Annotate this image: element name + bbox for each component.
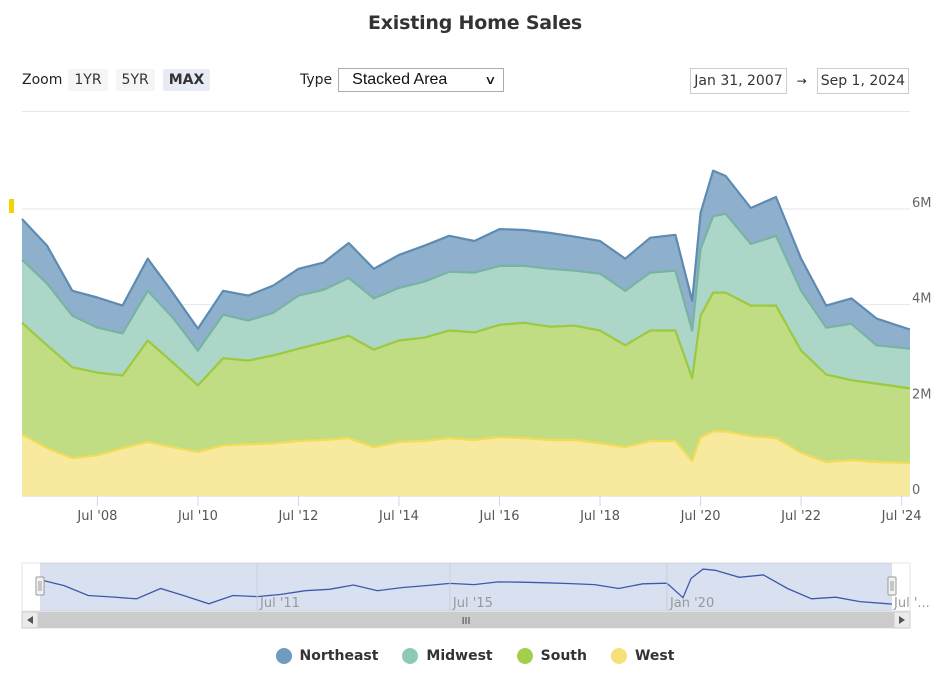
navigator-series-line xyxy=(39,568,893,605)
range-from-input[interactable]: Jan 31, 2007 xyxy=(690,68,787,94)
legend-label: West xyxy=(634,648,675,664)
y-tick-label: 4M xyxy=(912,292,932,307)
scrollbar-grip-icon: III xyxy=(462,616,471,627)
zoom-1yr-button[interactable]: 1YR xyxy=(68,69,108,91)
type-label: Type xyxy=(300,72,333,88)
navigator-left-handle[interactable] xyxy=(35,576,45,596)
date-range: Jan 31, 2007 → Sep 1, 2024 xyxy=(690,68,909,94)
navigator-tick-label: Jul '... xyxy=(893,596,930,611)
legend-item-west[interactable]: West xyxy=(610,648,675,664)
navigator-tick-label: Jul '15 xyxy=(452,596,493,611)
x-tick-label: Jul '16 xyxy=(479,509,520,524)
y-tick-label: 6M xyxy=(912,196,932,211)
legend-dot-northeast xyxy=(275,648,292,664)
scrollbar-thumb[interactable] xyxy=(38,612,894,628)
zoom-label: Zoom xyxy=(22,72,63,88)
x-axis: Jul '08 Jul '10 Jul '12 Jul '14 Jul '16 Jul '… xyxy=(76,496,922,524)
line-northeast xyxy=(21,169,911,331)
navigator: Jul '11 Jul '15 Jan '20 Jul '... III xyxy=(21,562,930,629)
legend-dot-midwest xyxy=(402,648,419,664)
line-midwest xyxy=(21,212,911,352)
legend-label: Northeast xyxy=(299,648,379,664)
chart-title: Existing Home Sales xyxy=(367,12,583,34)
arrow-left-icon xyxy=(27,616,33,624)
legend-item-northeast[interactable]: Northeast xyxy=(275,648,379,664)
area-west xyxy=(22,431,910,496)
legend-label: South xyxy=(540,648,587,664)
navigator-tick-label: Jul '11 xyxy=(259,596,300,611)
chart-type-value: Stacked Area xyxy=(352,71,448,88)
series-areas xyxy=(21,169,911,496)
navigator-tick-label: Jan '20 xyxy=(669,596,714,611)
x-tick-label: Jul '12 xyxy=(277,509,318,524)
legend-item-midwest[interactable]: Midwest xyxy=(402,648,493,664)
legend-dot-west xyxy=(610,648,627,664)
y-axis: 0 2M 4M 6M xyxy=(912,196,932,498)
legend-label: Midwest xyxy=(426,648,493,664)
controls-divider xyxy=(22,111,910,112)
line-south xyxy=(21,291,911,390)
y-tick-label: 0 xyxy=(912,483,920,498)
navigator-mask xyxy=(40,563,892,611)
x-tick-label: Jul '22 xyxy=(780,509,821,524)
zoom-controls: Zoom 1YR 5YR MAX xyxy=(22,69,218,91)
navigator-frame xyxy=(21,562,911,612)
zoom-5yr-button[interactable]: 5YR xyxy=(115,69,155,91)
x-tick-label: Jul '08 xyxy=(76,509,117,524)
legend-item-south[interactable]: South xyxy=(516,648,587,664)
legend: Northeast Midwest South West xyxy=(0,648,950,664)
annotation-marker xyxy=(9,199,14,213)
x-tick-label: Jul '20 xyxy=(680,509,721,524)
area-midwest xyxy=(22,213,910,389)
range-to-input[interactable]: Sep 1, 2024 xyxy=(816,68,909,94)
area-northeast xyxy=(22,170,910,351)
range-arrow-icon: → xyxy=(796,74,807,88)
x-tick-label: Jul '14 xyxy=(378,509,419,524)
x-tick-label: Jul '24 xyxy=(881,509,922,524)
x-tick-label: Jul '18 xyxy=(579,509,620,524)
type-controls: Type Stacked Area ∨ xyxy=(300,68,505,92)
x-tick-label: Jul '10 xyxy=(177,509,218,524)
y-tick-label: 2M xyxy=(912,387,932,402)
zoom-max-button[interactable]: MAX xyxy=(162,69,211,91)
arrow-right-icon xyxy=(899,616,905,624)
line-west xyxy=(21,430,911,465)
area-south xyxy=(22,292,910,463)
chart-type-select[interactable]: Stacked Area ∨ xyxy=(338,68,505,92)
navigator-right-handle[interactable] xyxy=(887,576,897,596)
legend-dot-south xyxy=(516,648,533,664)
chevron-down-icon: ∨ xyxy=(484,73,497,87)
